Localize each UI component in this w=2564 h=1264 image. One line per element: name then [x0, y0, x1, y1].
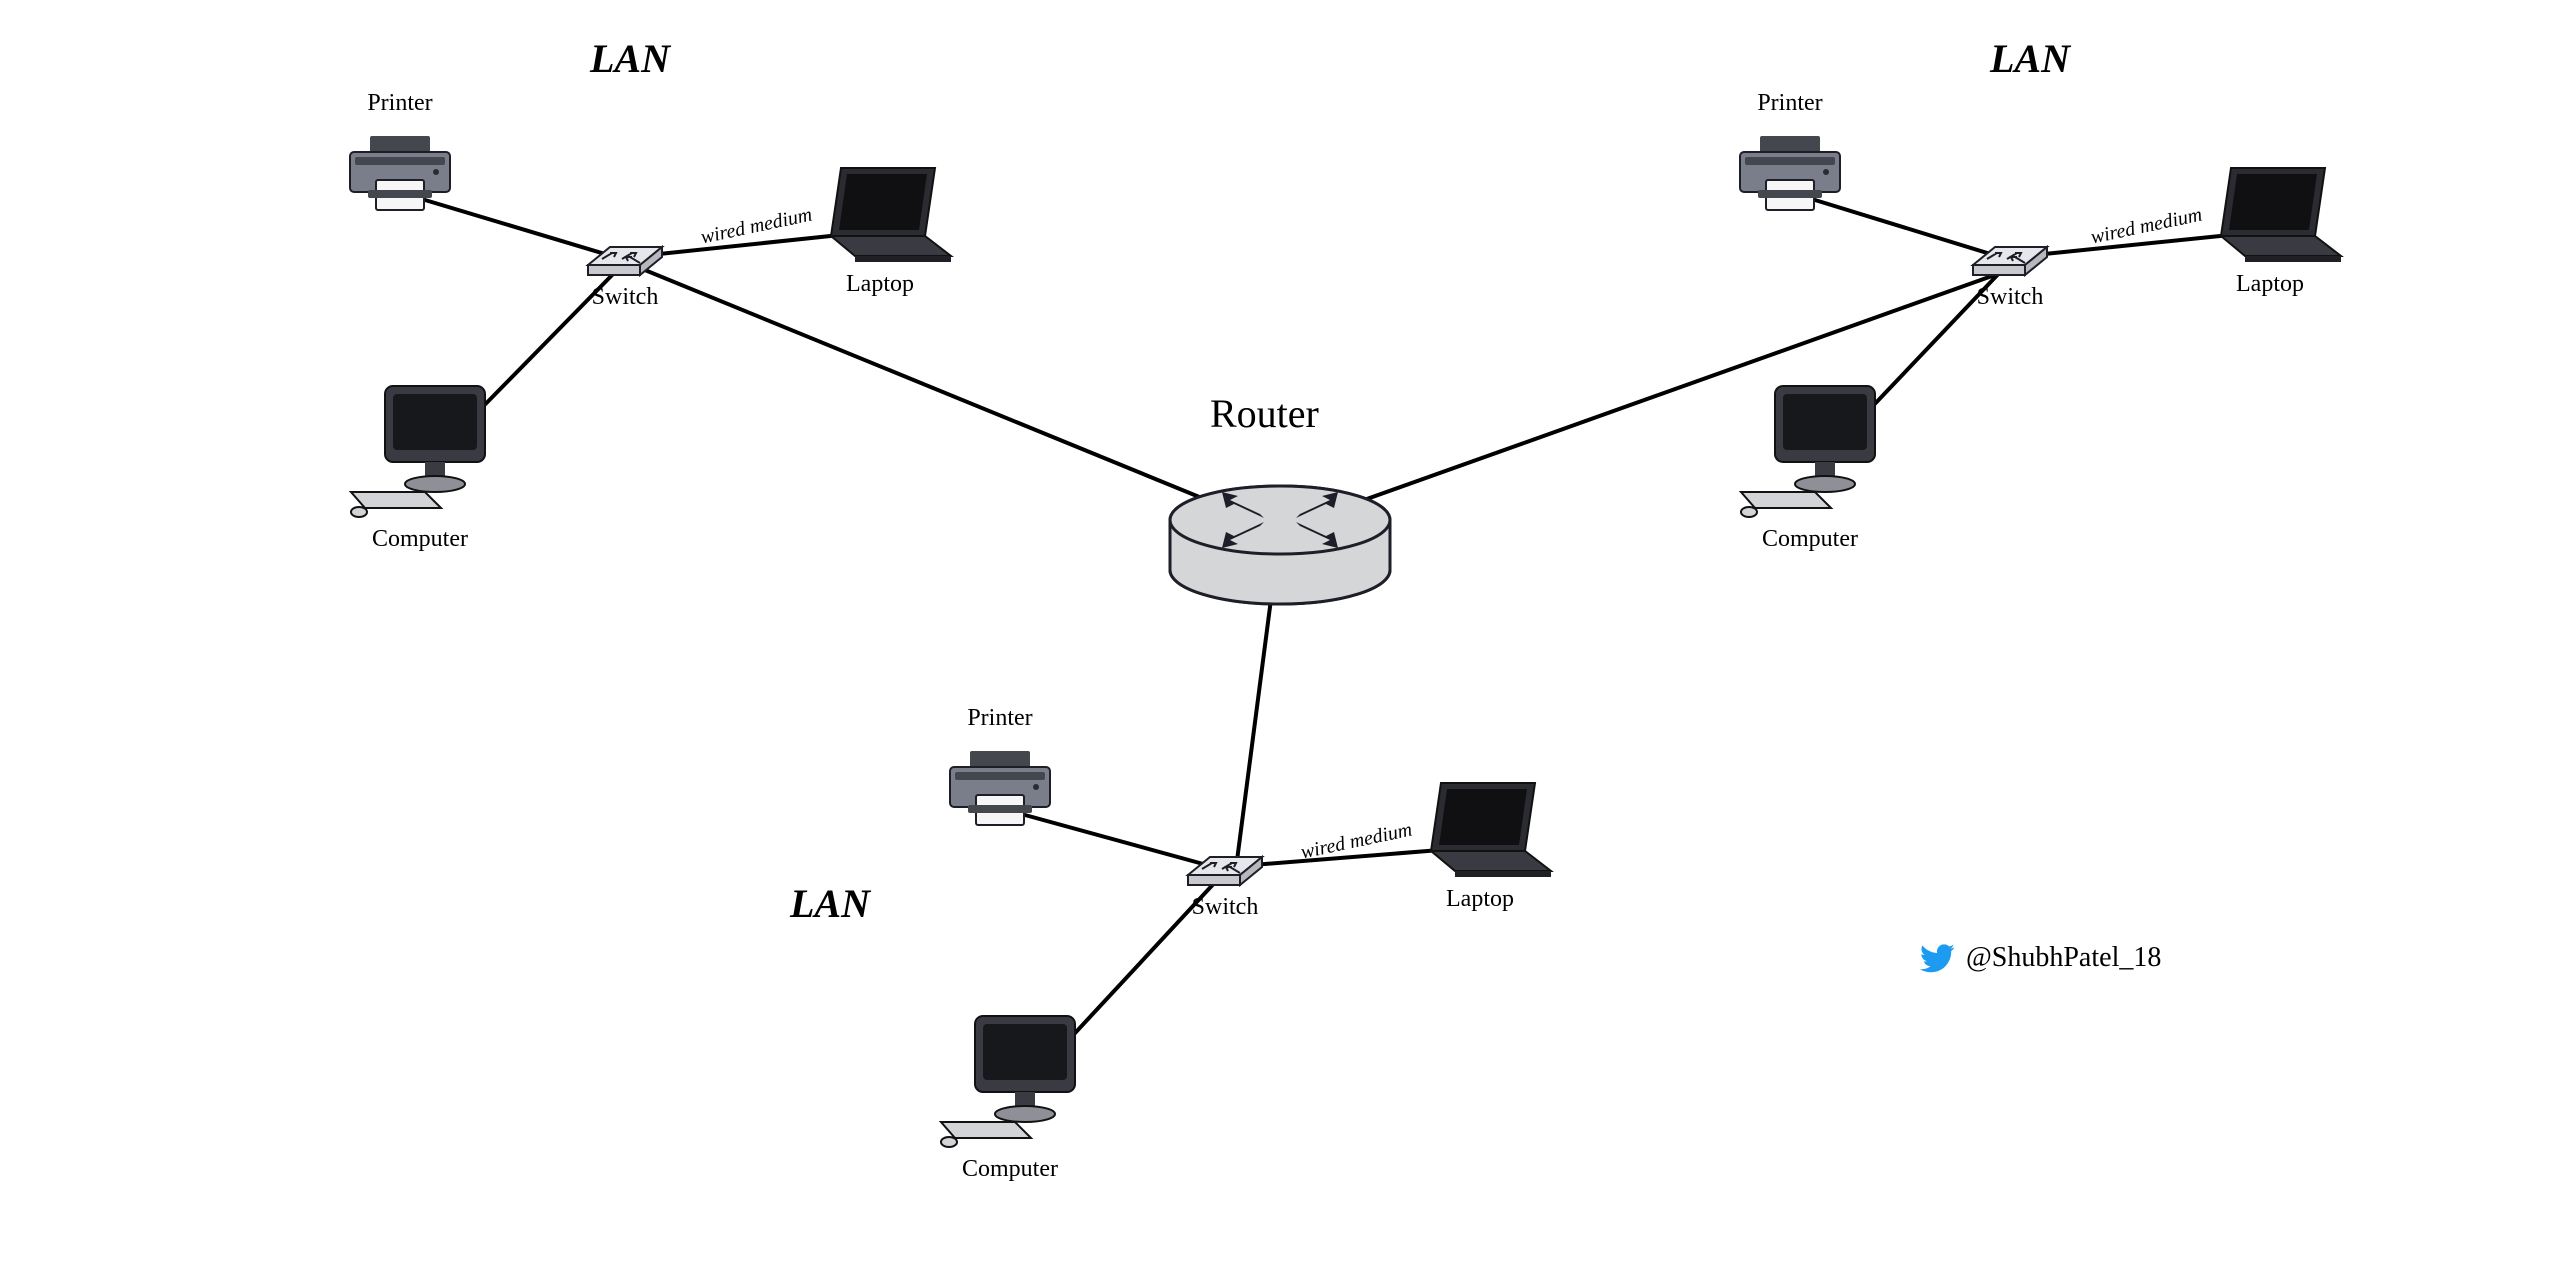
printer-icon: [940, 745, 1060, 835]
switch-label: Switch: [592, 284, 659, 311]
lan-title: LAN: [790, 880, 870, 927]
lan-title: LAN: [590, 35, 670, 82]
router-icon: [1160, 450, 1400, 610]
laptop-node: [2195, 160, 2345, 275]
computer-icon: [1735, 380, 1885, 520]
printer-label: Printer: [367, 90, 432, 117]
switch-icon: [1965, 235, 2055, 285]
laptop-icon: [805, 160, 955, 270]
router-node: [1160, 450, 1400, 615]
wired-medium-label: wired medium: [2089, 203, 2204, 249]
printer-label: Printer: [967, 705, 1032, 732]
computer-icon: [345, 380, 495, 520]
computer-node: [935, 1010, 1085, 1155]
laptop-node: [1405, 775, 1555, 890]
laptop-label: Laptop: [1446, 886, 1514, 913]
computer-label: Computer: [962, 1156, 1058, 1183]
switch-label: Switch: [1977, 284, 2044, 311]
twitter-icon: [1920, 940, 1956, 976]
computer-icon: [935, 1010, 1085, 1150]
printer-node: [1730, 130, 1850, 225]
switch-icon: [1180, 845, 1270, 895]
wired-medium-label: wired medium: [699, 203, 814, 249]
wired-medium-label: wired medium: [1299, 818, 1414, 864]
computer-label: Computer: [372, 526, 468, 553]
printer-node: [940, 745, 1060, 840]
credit: @ShubhPatel_18: [1920, 940, 2161, 976]
computer-label: Computer: [1762, 526, 1858, 553]
laptop-label: Laptop: [846, 271, 914, 298]
printer-icon: [340, 130, 460, 220]
laptop-icon: [2195, 160, 2345, 270]
computer-node: [345, 380, 495, 525]
switch-node: [1965, 235, 2055, 290]
switch-node: [1180, 845, 1270, 900]
credit-handle: @ShubhPatel_18: [1966, 942, 2161, 974]
printer-icon: [1730, 130, 1850, 220]
laptop-node: [805, 160, 955, 275]
switch-node: [580, 235, 670, 290]
printer-node: [340, 130, 460, 225]
laptop-icon: [1405, 775, 1555, 885]
laptop-label: Laptop: [2236, 271, 2304, 298]
switch-label: Switch: [1192, 894, 1259, 921]
computer-node: [1735, 380, 1885, 525]
router-label: Router: [1210, 390, 1319, 437]
printer-label: Printer: [1757, 90, 1822, 117]
switch-icon: [580, 235, 670, 285]
lan-title: LAN: [1990, 35, 2070, 82]
